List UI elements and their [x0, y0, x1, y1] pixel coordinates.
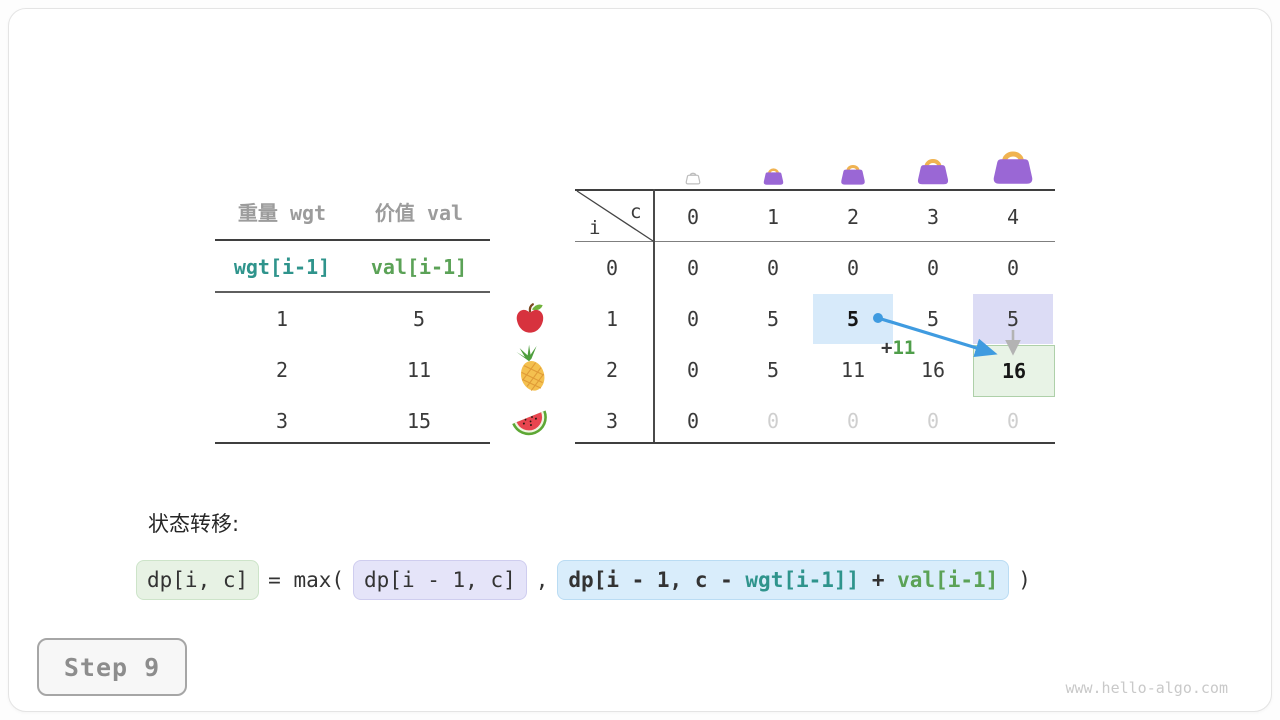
dp-cell-2-0: 0: [686, 358, 700, 382]
dp-cell-2-4-target-highlight: 16: [973, 345, 1055, 397]
dp-cell-2-1: 5: [766, 358, 780, 382]
dp-cell-3-3: 0: [926, 409, 940, 433]
dp-cell-3-0: 0: [686, 409, 700, 433]
item-val-3: 15: [406, 409, 432, 433]
item-table-rule-mid: [215, 291, 490, 293]
formula-option-take-plus: +: [859, 568, 898, 592]
dp-table-rule-vertical: [653, 189, 655, 443]
bag-icon-capacity-0: [685, 170, 701, 185]
dp-cell-3-4: 0: [1006, 409, 1020, 433]
dp-cell-2-2: 11: [840, 358, 866, 382]
formula-lhs: dp[i, c]: [136, 560, 260, 600]
formula-eq-max: = max(: [268, 568, 345, 592]
formula-option-take-val: val[i-1]: [897, 568, 999, 592]
dp-cell-0-3: 0: [926, 256, 940, 280]
item-table-subheader-val: val[i-1]: [370, 255, 468, 279]
item-wgt-2: 2: [275, 358, 289, 382]
formula-comma: ,: [535, 568, 549, 592]
dp-cell-0-4: 0: [1006, 256, 1020, 280]
bag-icon-capacity-3: [915, 154, 951, 186]
dp-cell-2-3: 16: [920, 358, 946, 382]
dp-cell-1-1: 5: [766, 307, 780, 331]
formula-option-take-wgt: wgt[i-1]]: [745, 568, 860, 592]
dp-col-header-1: 1: [766, 205, 780, 229]
dp-cell-3-2: 0: [846, 409, 860, 433]
formula-close-paren: ): [1018, 568, 1031, 592]
dp-cell-0-1: 0: [766, 256, 780, 280]
transition-heading: 状态转移:: [148, 512, 240, 536]
dp-col-header-3: 3: [926, 205, 940, 229]
apple-icon: [513, 301, 547, 335]
dp-table-rule-bottom: [575, 442, 1055, 444]
item-table-rule-top: [215, 239, 490, 241]
dp-cell-1-4-source-highlight: 5: [973, 294, 1053, 344]
formula-option-keep: dp[i - 1, c]: [353, 560, 527, 600]
transition-formula: dp[i, c] = max( dp[i - 1, c] , dp[i - 1,…: [136, 560, 1031, 600]
item-table-rule-bottom: [215, 442, 490, 444]
dp-row-header-0: 0: [605, 256, 619, 280]
dp-table-rule-header: [575, 241, 1055, 242]
bag-icon-capacity-2: [839, 161, 867, 186]
dp-col-header-2: 2: [846, 205, 860, 229]
dp-col-header-4: 4: [1006, 205, 1020, 229]
formula-option-take: dp[i - 1, c - wgt[i-1]] + val[i-1]: [557, 560, 1010, 600]
step-badge: Step 9: [37, 638, 187, 696]
item-val-2: 11: [406, 358, 432, 382]
watermark: www.hello-algo.com: [1065, 679, 1228, 697]
dp-cell-3-1: 0: [766, 409, 780, 433]
dp-corner-col-label: c: [630, 201, 642, 223]
watermelon-icon: [508, 402, 552, 438]
dp-cell-1-0: 0: [686, 307, 700, 331]
dp-col-header-0: 0: [686, 205, 700, 229]
item-table-header-value: 价值 val: [374, 200, 464, 225]
dp-cell-0-2: 0: [846, 256, 860, 280]
item-table-header-weight: 重量 wgt: [237, 200, 327, 225]
dp-row-header-1: 1: [605, 307, 619, 331]
dp-table-rule-top: [575, 189, 1055, 191]
item-wgt-3: 3: [275, 409, 289, 433]
bag-icon-capacity-4: [990, 145, 1036, 186]
pineapple-icon: [512, 345, 550, 393]
transition-add-label: +11: [881, 337, 916, 359]
item-wgt-1: 1: [275, 307, 289, 331]
item-val-1: 5: [412, 307, 426, 331]
dp-row-header-3: 3: [605, 409, 619, 433]
formula-option-take-prefix: dp[i - 1, c -: [568, 568, 746, 592]
item-table-subheader-wgt: wgt[i-1]: [233, 255, 331, 279]
dp-cell-0-0: 0: [686, 256, 700, 280]
bag-icon-capacity-1: [762, 165, 785, 186]
dp-corner-row-label: i: [589, 217, 601, 239]
dp-row-header-2: 2: [605, 358, 619, 382]
